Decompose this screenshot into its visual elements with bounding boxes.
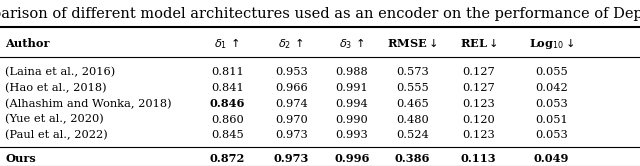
Text: 0.993: 0.993	[335, 130, 369, 140]
Text: 0.465: 0.465	[396, 99, 429, 109]
Text: parison of different model architectures used as an encoder on the performance o: parison of different model architectures…	[0, 7, 640, 21]
Text: 0.480: 0.480	[396, 115, 429, 124]
Text: 0.042: 0.042	[535, 83, 568, 93]
Text: 0.051: 0.051	[535, 115, 568, 124]
Text: (Laina et al., 2016): (Laina et al., 2016)	[5, 67, 115, 77]
Text: 0.841: 0.841	[211, 83, 244, 93]
Text: 0.573: 0.573	[396, 67, 429, 77]
Text: 0.846: 0.846	[209, 98, 245, 109]
Text: 0.991: 0.991	[335, 83, 369, 93]
Text: 0.988: 0.988	[335, 67, 369, 77]
Text: (Paul et al., 2022): (Paul et al., 2022)	[5, 130, 108, 140]
Text: 0.996: 0.996	[334, 153, 370, 164]
Text: 0.053: 0.053	[535, 99, 568, 109]
Text: 0.970: 0.970	[275, 115, 308, 124]
Text: 0.994: 0.994	[335, 99, 369, 109]
Text: 0.953: 0.953	[275, 67, 308, 77]
Text: 0.120: 0.120	[462, 115, 495, 124]
Text: 0.845: 0.845	[211, 130, 244, 140]
Text: 0.524: 0.524	[396, 130, 429, 140]
Text: 0.049: 0.049	[534, 153, 570, 164]
Text: 0.386: 0.386	[394, 153, 430, 164]
Text: 0.113: 0.113	[461, 153, 497, 164]
Text: $\delta_1\,\uparrow$: $\delta_1\,\uparrow$	[214, 36, 240, 51]
Text: Ours: Ours	[5, 153, 36, 164]
Text: 0.123: 0.123	[462, 99, 495, 109]
Text: 0.974: 0.974	[275, 99, 308, 109]
Text: Author: Author	[5, 38, 50, 49]
Text: 0.973: 0.973	[275, 130, 308, 140]
Text: 0.990: 0.990	[335, 115, 369, 124]
Text: 0.055: 0.055	[535, 67, 568, 77]
Text: 0.973: 0.973	[273, 153, 309, 164]
Text: REL$\downarrow$: REL$\downarrow$	[460, 37, 497, 49]
Text: 0.860: 0.860	[211, 115, 244, 124]
Text: 0.872: 0.872	[209, 153, 245, 164]
Text: (Alhashim and Wonka, 2018): (Alhashim and Wonka, 2018)	[5, 99, 172, 109]
Text: 0.127: 0.127	[462, 67, 495, 77]
Text: $\delta_3\,\uparrow$: $\delta_3\,\uparrow$	[339, 36, 365, 51]
Text: (Yue et al., 2020): (Yue et al., 2020)	[5, 114, 104, 125]
Text: 0.127: 0.127	[462, 83, 495, 93]
Text: 0.555: 0.555	[396, 83, 429, 93]
Text: RMSE$\downarrow$: RMSE$\downarrow$	[387, 37, 437, 49]
Text: 0.966: 0.966	[275, 83, 308, 93]
Text: 0.123: 0.123	[462, 130, 495, 140]
Text: Log$_{10}\downarrow$: Log$_{10}\downarrow$	[529, 36, 575, 51]
Text: 0.811: 0.811	[211, 67, 244, 77]
Text: $\delta_2\,\uparrow$: $\delta_2\,\uparrow$	[278, 36, 304, 51]
Text: (Hao et al., 2018): (Hao et al., 2018)	[5, 83, 107, 93]
Text: 0.053: 0.053	[535, 130, 568, 140]
